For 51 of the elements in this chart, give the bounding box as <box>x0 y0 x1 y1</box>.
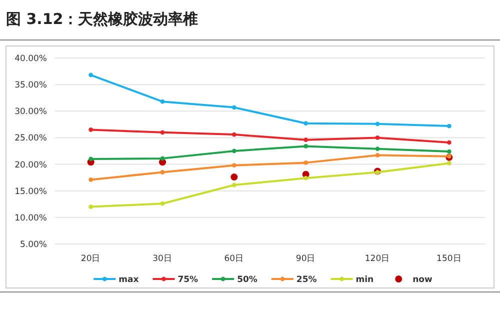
y-tick-label: 5.00% <box>20 240 47 250</box>
point <box>88 156 94 162</box>
point <box>375 146 380 152</box>
point <box>160 156 165 161</box>
point <box>88 177 94 182</box>
point <box>232 132 236 137</box>
legend-label: now <box>412 275 433 285</box>
point <box>160 99 165 104</box>
legend-label: 75% <box>178 275 199 285</box>
x-tick-label: 120日 <box>364 254 390 264</box>
x-tick-label: 150日 <box>436 254 462 264</box>
point <box>232 105 236 110</box>
point <box>304 138 308 142</box>
y-tick-label: 30.00% <box>14 107 47 118</box>
y-tick-label: 15.00% <box>14 186 47 197</box>
x-tick-label: 30日 <box>152 254 172 264</box>
point <box>446 124 452 128</box>
x-tick-label: 90日 <box>296 254 316 264</box>
point <box>160 201 165 206</box>
point <box>160 170 165 174</box>
point <box>232 182 236 188</box>
point <box>304 144 308 148</box>
y-tick-label: 10.00% <box>14 213 47 224</box>
y-tick-label: 40.00% <box>14 54 47 64</box>
legend-label: 50% <box>237 275 258 285</box>
point <box>304 160 308 165</box>
title: 图 3.12：天然橡胶波动率椎 <box>6 10 198 28</box>
legend-label: 25% <box>296 275 318 285</box>
y-tick-label: 20.00% <box>14 160 47 170</box>
point <box>304 176 308 180</box>
point <box>230 174 238 181</box>
x-tick-label: 20日 <box>80 254 101 264</box>
y-tick-label: 35.00% <box>14 80 47 91</box>
point <box>88 72 94 78</box>
point <box>304 121 308 126</box>
point <box>88 204 94 209</box>
point <box>160 130 165 135</box>
x-tick-label: 60日 <box>224 254 244 264</box>
y-tick-label: 25.00% <box>14 134 47 144</box>
point <box>375 136 380 140</box>
point <box>446 149 452 154</box>
point <box>232 148 236 154</box>
point <box>88 128 94 132</box>
point <box>446 161 452 166</box>
point <box>375 170 380 174</box>
legend-label: max <box>118 275 140 285</box>
point <box>446 140 452 145</box>
point <box>232 163 236 168</box>
point <box>375 153 380 158</box>
legend-label: min <box>356 275 374 285</box>
point <box>375 122 380 126</box>
